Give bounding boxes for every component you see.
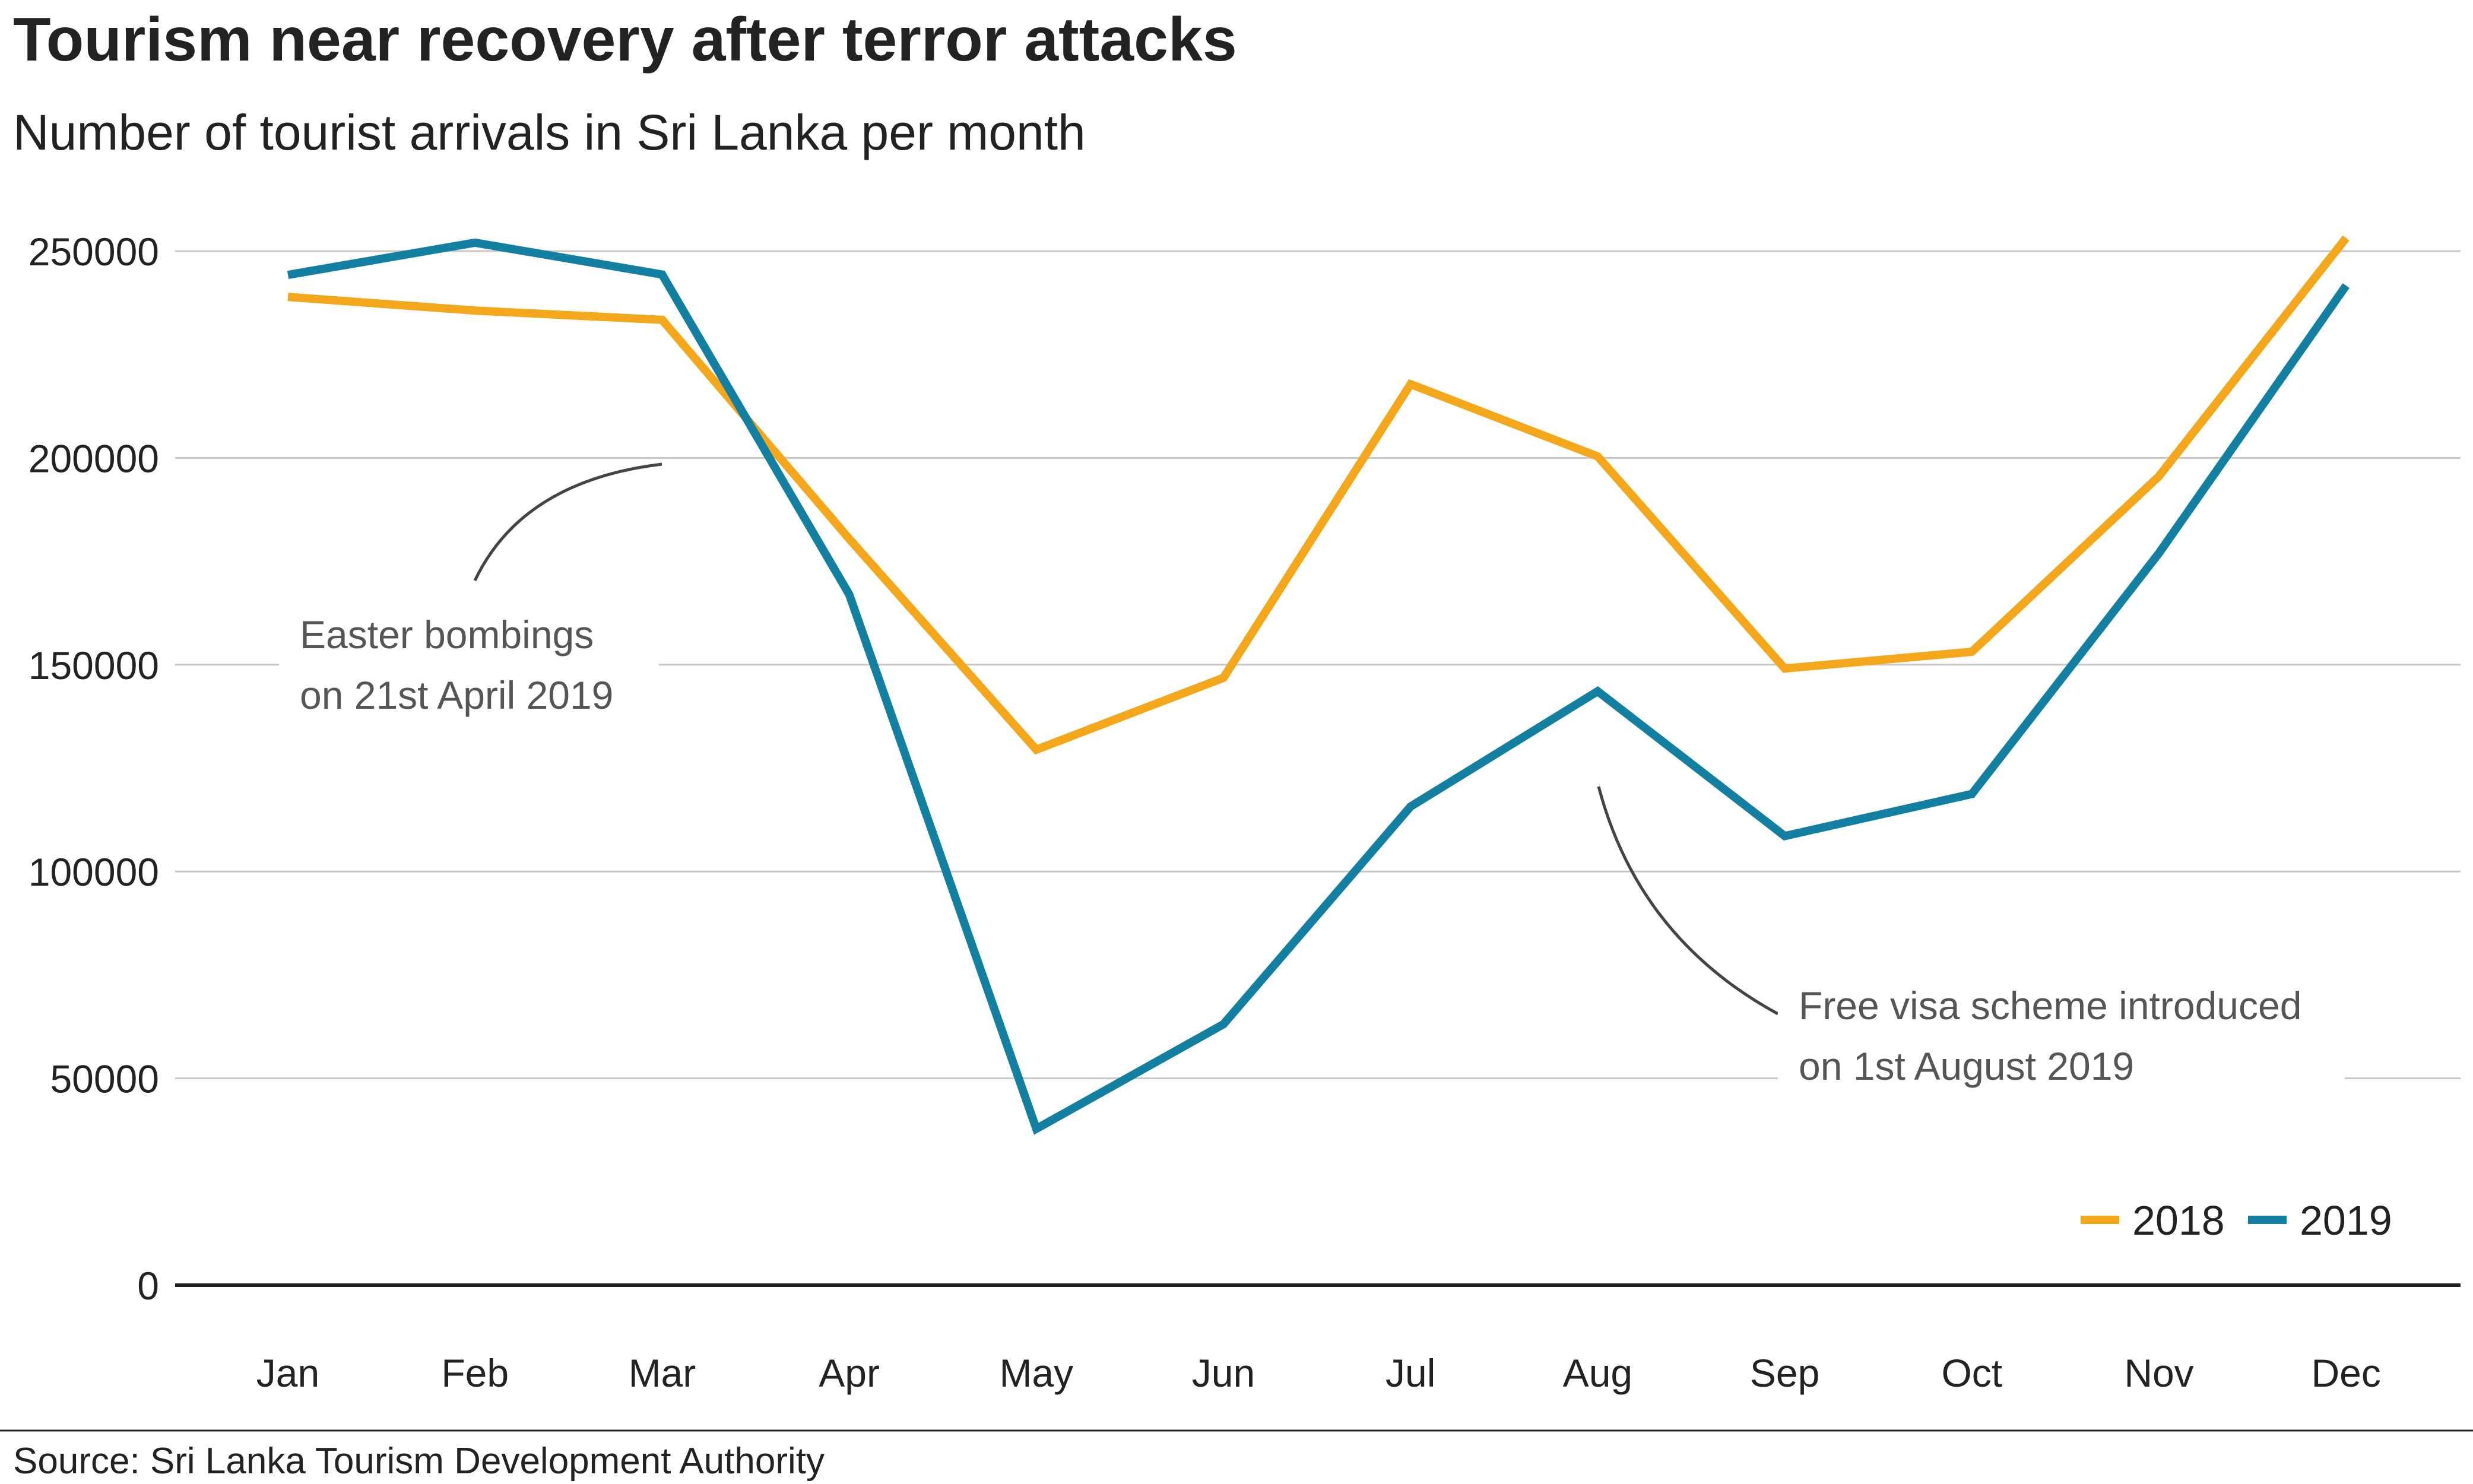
x-tick-label-dec: Dec <box>2312 1351 2381 1395</box>
annotation-visa: Free visa scheme introduced on 1st Augus… <box>1597 786 2345 1098</box>
y-tick-label-0: 0 <box>137 1264 159 1308</box>
x-tick-label-jan: Jan <box>256 1351 319 1395</box>
x-axis-ticks: Jan Feb Mar Apr May Jun Jul Aug Sep Oct Nov Dec <box>256 1351 2381 1395</box>
series-lines <box>287 235 2350 1135</box>
annotation-easter-line-2: on 21st April 2019 <box>300 673 613 717</box>
annotation-visa-line-1: Free visa scheme introduced <box>1799 984 2301 1028</box>
y-tick-label-200000: 200000 <box>28 436 159 480</box>
legend: 2018 2019 <box>2081 1197 2392 1244</box>
legend-label-2018: 2018 <box>2132 1197 2225 1244</box>
x-tick-label-aug: Aug <box>1563 1351 1632 1395</box>
series-line-2019 <box>287 238 2350 1135</box>
x-tick-label-may: May <box>999 1351 1073 1395</box>
y-axis-ticks: 0 50000 100000 150000 200000 250000 <box>28 230 159 1308</box>
chart-title: Tourism near recovery after terror attac… <box>13 5 1237 74</box>
y-tick-label-250000: 250000 <box>28 230 159 274</box>
annotation-visa-line-2: on 1st August 2019 <box>1799 1044 2134 1088</box>
series-line-2018 <box>287 235 2350 755</box>
source-note: Source: Sri Lanka Tourism Development Au… <box>13 1441 825 1482</box>
annotation-easter-backdrop <box>279 600 659 736</box>
legend-label-2019: 2019 <box>2300 1197 2392 1244</box>
x-tick-label-feb: Feb <box>441 1351 509 1395</box>
annotation-easter-line-1: Easter bombings <box>300 613 594 657</box>
x-tick-label-mar: Mar <box>629 1351 696 1395</box>
x-tick-label-sep: Sep <box>1750 1351 1819 1395</box>
y-tick-label-150000: 150000 <box>28 643 159 687</box>
x-tick-label-nov: Nov <box>2124 1351 2193 1395</box>
y-tick-label-100000: 100000 <box>28 850 159 894</box>
x-tick-label-jun: Jun <box>1192 1351 1255 1395</box>
chart-subtitle: Number of tourist arrivals in Sri Lanka … <box>13 104 1086 160</box>
annotation-easter: Easter bombings on 21st April 2019 <box>279 462 662 736</box>
y-tick-label-50000: 50000 <box>50 1057 159 1101</box>
annotation-visa-backdrop <box>1778 968 2345 1098</box>
x-tick-label-oct: Oct <box>1941 1351 2002 1395</box>
annotation-easter-leader <box>473 462 662 582</box>
annotation-visa-leader <box>1597 786 1779 1016</box>
x-tick-label-apr: Apr <box>819 1351 880 1395</box>
x-tick-label-jul: Jul <box>1385 1351 1435 1395</box>
